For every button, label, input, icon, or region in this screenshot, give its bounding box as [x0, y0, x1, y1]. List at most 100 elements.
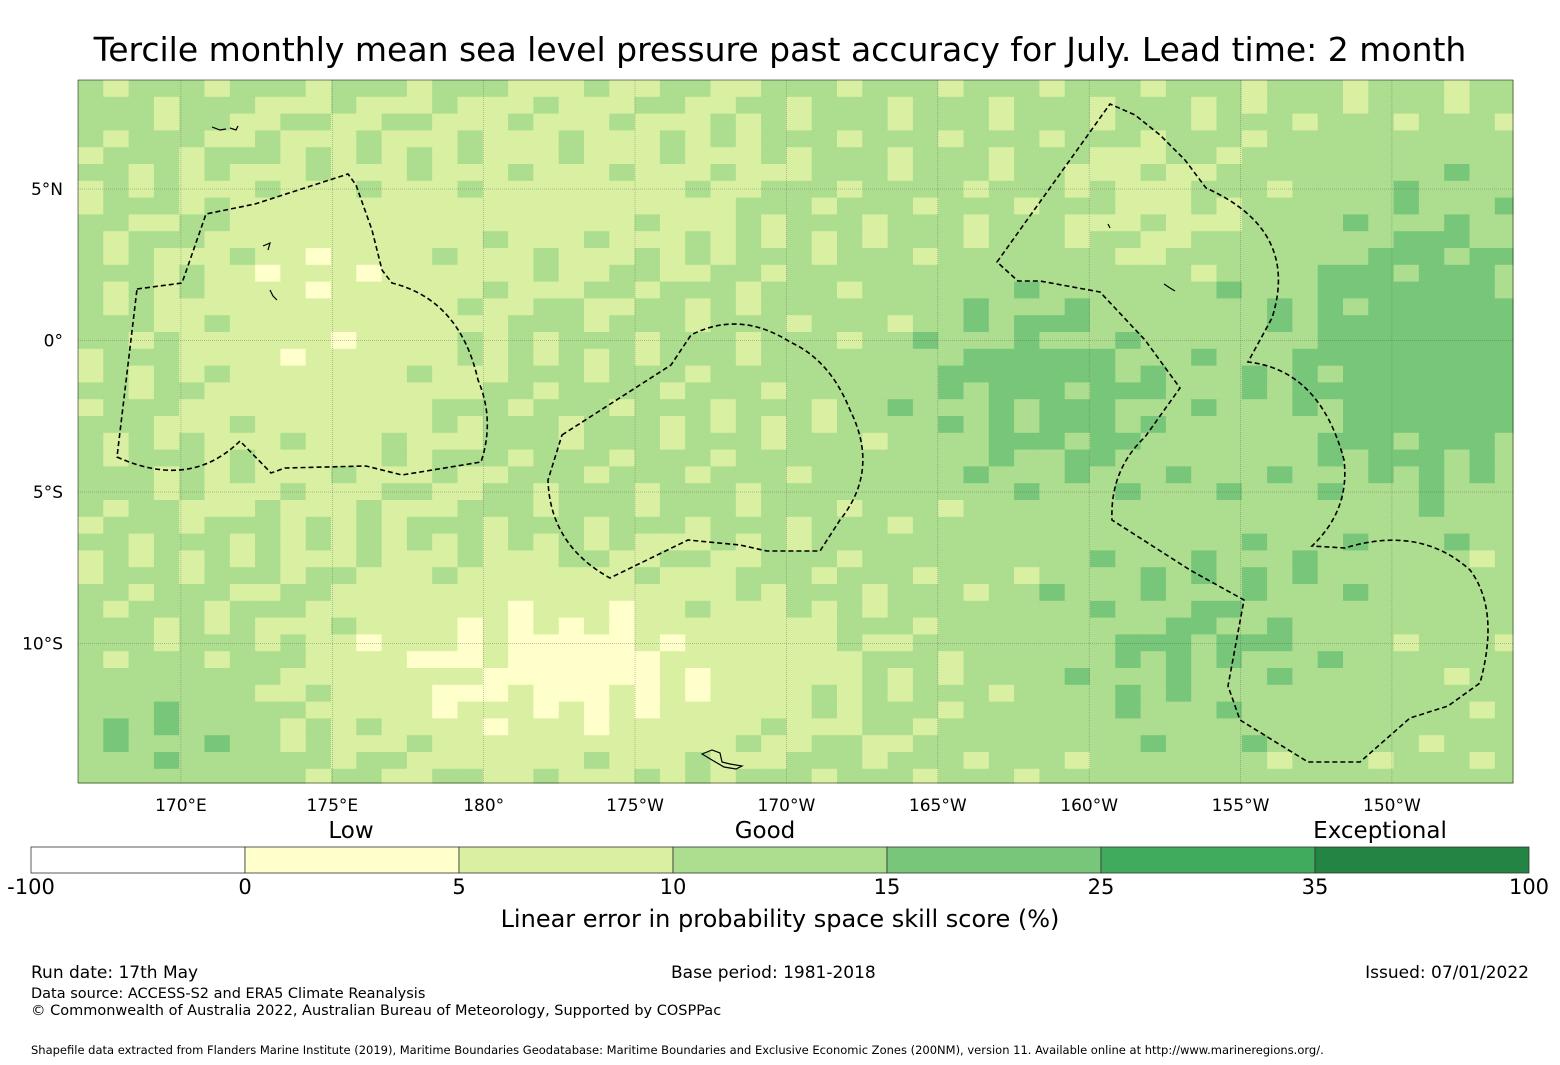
grid-cell: [1064, 718, 1091, 736]
grid-cell: [103, 752, 130, 770]
grid-cell: [381, 600, 408, 619]
grid-cell: [331, 197, 357, 215]
grid-cell: [963, 752, 990, 770]
grid-cell: [786, 80, 813, 98]
grid-cell: [862, 567, 889, 585]
grid-cell: [912, 617, 939, 635]
samoa-island-outline: [700, 749, 744, 770]
grid-cell: [1393, 567, 1420, 585]
grid-cell: [963, 516, 990, 535]
grid-cell: [128, 701, 155, 719]
grid-cell: [331, 348, 357, 367]
grid-cell: [811, 516, 838, 535]
grid-cell: [1469, 600, 1496, 619]
grid-cell: [988, 600, 1015, 619]
grid-cell: [912, 197, 939, 215]
grid-cell: [406, 264, 433, 283]
grid-cell: [938, 399, 965, 417]
grid-cell: [305, 382, 332, 400]
grid-cell: [533, 365, 560, 383]
grid-cell: [938, 113, 965, 131]
grid-cell: [1090, 466, 1116, 484]
grid-cell: [533, 180, 560, 199]
grid-cell: [1494, 634, 1514, 652]
grid-cell: [659, 113, 686, 131]
grid-cell: [609, 768, 636, 784]
copyright: © Commonwealth of Australia 2022, Austra…: [31, 1003, 722, 1019]
grid-cell: [786, 668, 813, 686]
grid-cell: [179, 264, 206, 283]
grid-cell: [179, 516, 206, 535]
grid-cell: [1343, 399, 1369, 417]
grid-cell: [558, 365, 585, 383]
grid-cell: [988, 768, 1015, 784]
grid-cell: [103, 550, 130, 568]
grid-cell: [1064, 651, 1091, 669]
grid-cell: [735, 164, 762, 182]
grid-cell: [381, 130, 408, 148]
grid-cell: [78, 651, 104, 669]
grid-cell: [786, 382, 813, 400]
grid-cell: [103, 164, 130, 182]
grid-cell: [1216, 483, 1243, 501]
grid-cell: [584, 80, 610, 98]
grid-cell: [1064, 768, 1091, 784]
grid-cell: [1191, 617, 1218, 635]
grid-cell: [761, 516, 787, 535]
grid-cell: [786, 432, 813, 451]
grid-cell: [432, 197, 459, 215]
grid-cell: [103, 348, 130, 367]
grid-cell: [1292, 113, 1319, 131]
grid-cell: [963, 248, 990, 266]
grid-cell: [1241, 231, 1268, 249]
grid-cell: [685, 533, 712, 551]
grid-cell: [963, 584, 990, 602]
colorbar-segment: [1100, 846, 1316, 874]
colorbar-segment: [458, 846, 674, 874]
grid-cell: [1064, 80, 1091, 98]
grid-cell: [508, 130, 534, 148]
grid-cell: [735, 449, 762, 467]
grid-cell: [710, 449, 737, 467]
grid-cell: [584, 399, 610, 417]
grid-cell: [558, 550, 585, 568]
grid-cell: [938, 500, 965, 518]
grid-cell: [938, 752, 965, 770]
grid-cell: [482, 416, 509, 434]
grid-cell: [1393, 80, 1420, 98]
grid-cell: [204, 399, 231, 417]
grid-cell: [1014, 432, 1040, 451]
grid-cell: [1393, 96, 1420, 115]
grid-cell: [482, 147, 509, 165]
grid-cell: [533, 281, 560, 299]
grid-cell: [963, 197, 990, 215]
grid-cell: [837, 567, 863, 585]
grid-cell: [1418, 500, 1445, 518]
grid-cell: [1165, 197, 1192, 215]
grid-cell: [887, 550, 914, 568]
grid-cell: [204, 516, 231, 535]
grid-cell: [331, 264, 357, 283]
grid-cell: [1267, 164, 1293, 182]
grid-cell: [1343, 500, 1369, 518]
grid-cell: [381, 449, 408, 467]
grid-cell: [1444, 617, 1471, 635]
grid-cell: [811, 651, 838, 669]
grid-cell: [1292, 567, 1319, 585]
grid-cell: [356, 567, 383, 585]
grid-cell: [1165, 550, 1192, 568]
grid-cell: [887, 768, 914, 784]
grid-cell: [862, 483, 889, 501]
grid-cell: [1368, 584, 1395, 602]
grid-cell: [912, 500, 939, 518]
grid-cell: [128, 752, 155, 770]
grid-cell: [837, 735, 863, 753]
grid-cell: [356, 718, 383, 736]
grid-cell: [558, 281, 585, 299]
grid-cell: [938, 248, 965, 266]
grid-cell: [508, 550, 534, 568]
grid-cell: [1191, 752, 1218, 770]
grid-cell: [912, 449, 939, 467]
grid-cell: [204, 214, 231, 232]
grid-cell: [1267, 533, 1293, 551]
